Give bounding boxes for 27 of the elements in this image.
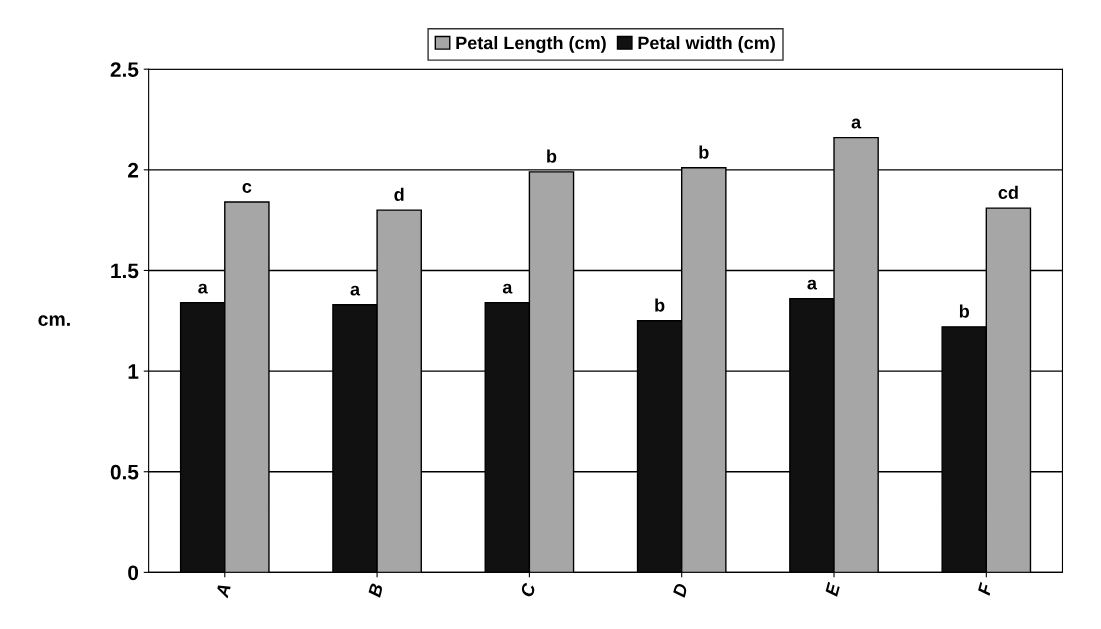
legend-label: Petal width (cm): [638, 36, 775, 53]
annotation: a: [851, 118, 862, 129]
y-tick-label: 2: [128, 162, 139, 178]
x-tick-label: B: [368, 582, 384, 598]
annotation: a: [502, 283, 513, 294]
y-axis-title: cm.: [38, 315, 70, 327]
x-tick-label: E: [825, 581, 841, 597]
annotation: b: [699, 145, 709, 159]
y-tick-label: 0.5: [110, 464, 139, 480]
x-tick-label: A: [215, 583, 231, 599]
y-tick-label: 2.5: [110, 62, 139, 77]
annotation: a: [807, 279, 818, 290]
x-tick-label: C: [520, 582, 536, 598]
annotation: b: [655, 298, 665, 312]
annotation: b: [547, 149, 557, 163]
annotation: b: [959, 304, 969, 318]
y-tick-label: 1: [128, 364, 139, 379]
y-tick-label: 1.5: [111, 263, 139, 279]
x-tick-label: F: [977, 581, 993, 596]
annotation: a: [198, 283, 208, 294]
annotation: d: [394, 187, 404, 201]
annotation: cd: [998, 185, 1018, 199]
y-tick-label: 0: [128, 565, 139, 581]
annotation: a: [350, 285, 361, 296]
x-tick-label: D: [672, 582, 688, 598]
legend-label: Petal Length (cm): [456, 36, 606, 53]
annotation: c: [242, 183, 252, 193]
